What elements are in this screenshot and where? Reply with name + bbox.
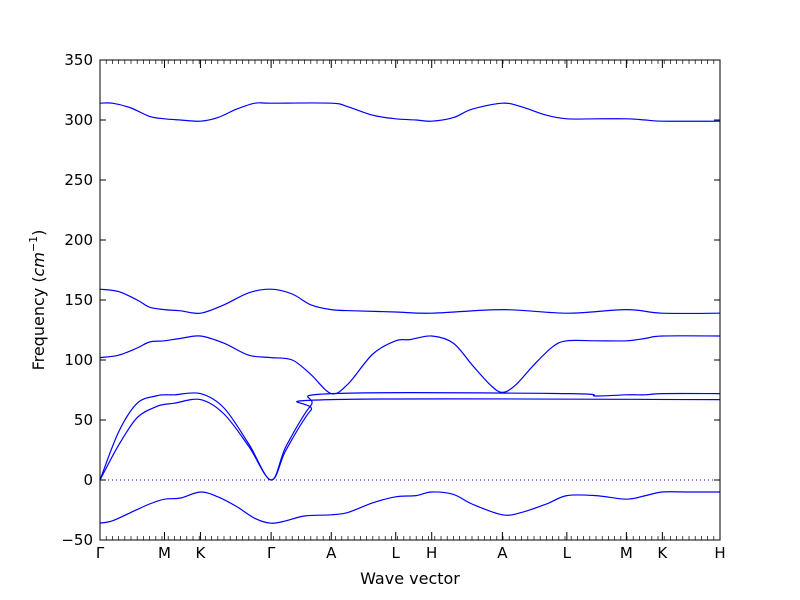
band-1-line	[99, 491, 720, 524]
y-axis-title-prefix: Frequency (	[29, 276, 48, 370]
x-tick-label: M	[158, 544, 171, 562]
y-tick-label: 200	[64, 231, 93, 249]
y-tick-label: 350	[64, 51, 93, 69]
x-tick-label: L	[563, 544, 572, 562]
x-tick-label: Γ	[267, 544, 276, 562]
y-tick-label: 0	[83, 471, 93, 489]
y-axis-title-exponent: −1	[27, 236, 40, 252]
y-tick-label: −50	[61, 531, 93, 549]
band-5-line	[99, 288, 721, 315]
x-tick-label: L	[392, 544, 401, 562]
x-tick-label: A	[326, 544, 337, 562]
x-axis-title: Wave vector	[360, 569, 460, 588]
x-tick-label: Γ	[96, 544, 105, 562]
y-tick-label: 250	[64, 171, 93, 189]
x-tick-label: H	[426, 544, 437, 562]
plot-frame	[99, 59, 721, 541]
y-axis-title: Frequency (cm−1)	[27, 230, 48, 371]
y-axis-title-suffix: )	[29, 230, 48, 236]
band-3-line	[99, 392, 721, 481]
y-tick-label: 50	[74, 411, 93, 429]
y-axis-title-unit: cm	[29, 252, 48, 276]
x-tick-label: H	[714, 544, 725, 562]
x-tick-label: M	[620, 544, 633, 562]
x-tick-label: A	[497, 544, 508, 562]
y-tick-label: 300	[64, 111, 93, 129]
band-6-line	[99, 102, 721, 122]
band-2-line	[99, 398, 721, 481]
x-tick-label: K	[657, 544, 668, 562]
band-4-line	[99, 335, 721, 395]
y-tick-label: 150	[64, 291, 93, 309]
x-tick-label: K	[196, 544, 207, 562]
y-tick-label: 100	[64, 351, 93, 369]
